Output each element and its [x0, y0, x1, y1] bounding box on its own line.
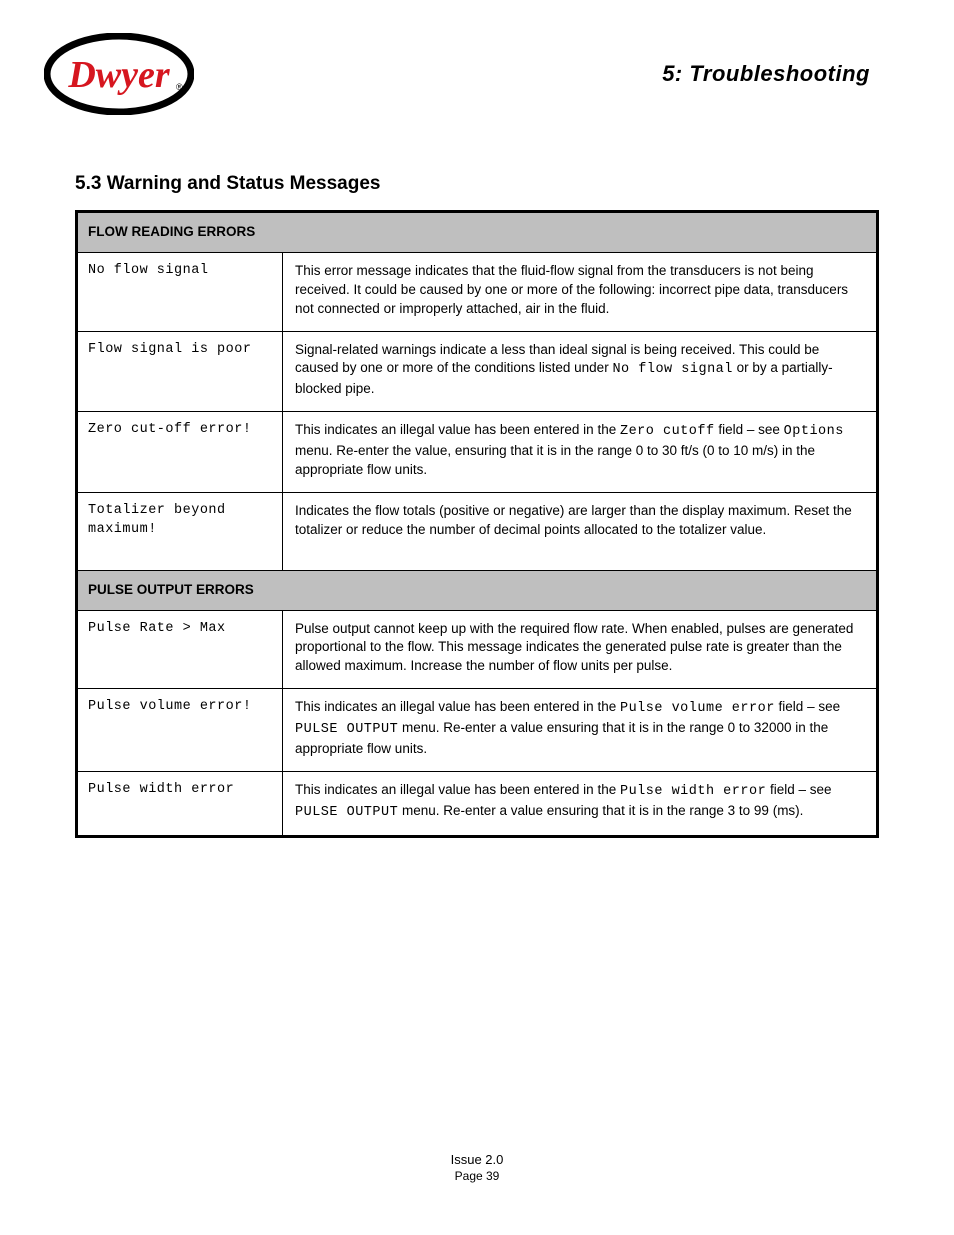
error-message-name: Totalizer beyond maximum!: [77, 492, 283, 570]
error-message-description: This indicates an illegal value has been…: [283, 412, 878, 493]
page-header: Dwyer ® 5: Troubleshooting: [0, 24, 954, 124]
table-row: Pulse volume error!This indicates an ill…: [77, 689, 878, 772]
error-message-name: Pulse volume error!: [77, 689, 283, 772]
error-message-name: Flow signal is poor: [77, 331, 283, 412]
subsection-title: 5.3 Warning and Status Messages: [75, 173, 381, 195]
error-message-description: This indicates an illegal value has been…: [283, 771, 878, 836]
footer-page-number: Page 39: [0, 1169, 954, 1183]
logo-reg-mark: ®: [176, 82, 183, 92]
error-message-description: This indicates an illegal value has been…: [283, 689, 878, 772]
error-message-description: Indicates the flow totals (positive or n…: [283, 492, 878, 570]
error-message-name: Pulse width error: [77, 771, 283, 836]
table-row: Pulse width errorThis indicates an illeg…: [77, 771, 878, 836]
footer-issue: Issue 2.0: [0, 1152, 954, 1167]
troubleshooting-table: FLOW READING ERRORSNo flow signalThis er…: [75, 210, 879, 838]
error-message-description: Signal-related warnings indicate a less …: [283, 331, 878, 412]
error-message-name: Pulse Rate > Max: [77, 610, 283, 689]
table-section-header: PULSE OUTPUT ERRORS: [77, 570, 878, 610]
error-message-description: Pulse output cannot keep up with the req…: [283, 610, 878, 689]
table-section-header: FLOW READING ERRORS: [77, 212, 878, 253]
table-row: Zero cut-off error!This indicates an ill…: [77, 412, 878, 493]
table-row: Totalizer beyond maximum!Indicates the f…: [77, 492, 878, 570]
error-message-name: Zero cut-off error!: [77, 412, 283, 493]
page-footer: Issue 2.0 Page 39: [0, 1152, 954, 1183]
logo-text: Dwyer: [67, 54, 171, 96]
dwyer-logo: Dwyer ®: [44, 33, 194, 115]
error-message-description: This error message indicates that the fl…: [283, 252, 878, 331]
table-row: Flow signal is poorSignal-related warnin…: [77, 331, 878, 412]
table-row: No flow signalThis error message indicat…: [77, 252, 878, 331]
section-title: 5: Troubleshooting: [662, 61, 870, 87]
error-message-name: No flow signal: [77, 252, 283, 331]
table-row: Pulse Rate > MaxPulse output cannot keep…: [77, 610, 878, 689]
